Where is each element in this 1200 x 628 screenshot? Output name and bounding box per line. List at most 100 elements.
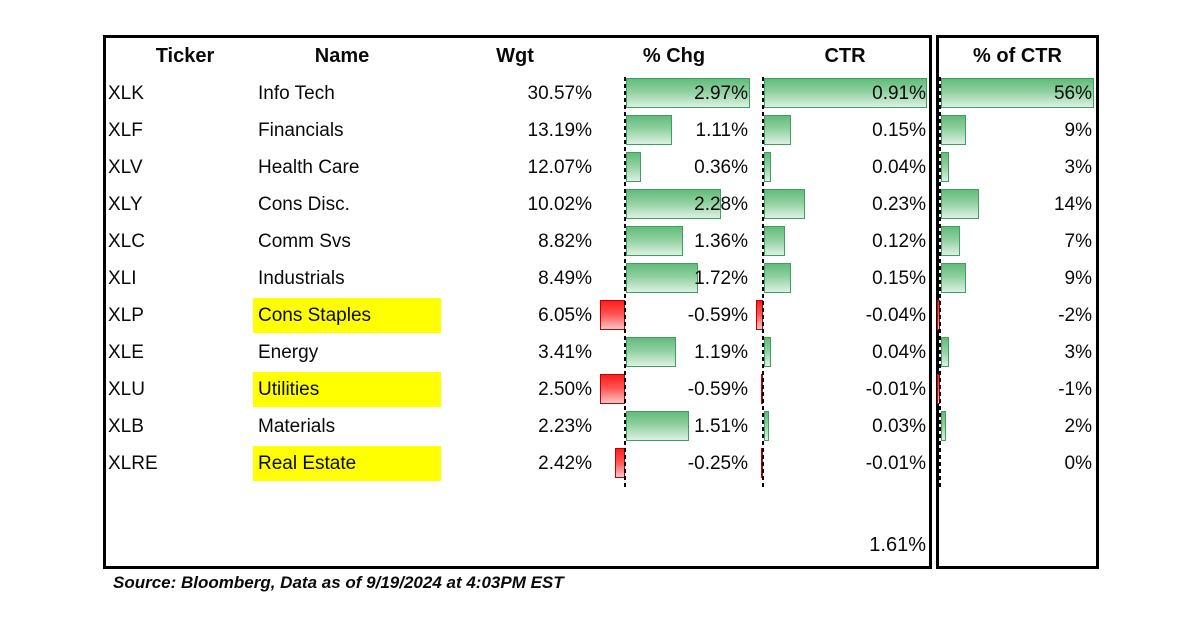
ctr-value-cell: 0.15%	[872, 268, 926, 289]
weight-cell: 8.82%	[538, 231, 592, 252]
sector-name-cell: Utilities	[253, 372, 441, 407]
chg-bar	[626, 411, 690, 441]
ticker-cell: XLI	[108, 268, 137, 289]
ctr-value-cell: 0.03%	[872, 416, 926, 437]
chg-bar	[626, 152, 642, 182]
ctr-value-cell: -0.01%	[865, 453, 926, 474]
header-name: Name	[314, 45, 370, 67]
ticker-cell: XLC	[108, 231, 145, 252]
pct-ctr-value-cell: 2%	[1064, 416, 1092, 437]
weight-cell: 10.02%	[527, 194, 592, 215]
chg-value-cell: 1.51%	[694, 416, 748, 437]
weight-cell: 13.19%	[527, 120, 592, 141]
ctr-value-cell: 0.91%	[872, 83, 926, 104]
chg-bar	[626, 78, 750, 108]
pct-ctr-value-cell: 56%	[1053, 83, 1092, 104]
weight-cell: 12.07%	[527, 157, 592, 178]
chg-bar	[626, 263, 698, 293]
sector-name-cell: Financials	[258, 120, 344, 141]
pct-bar	[941, 411, 947, 441]
ticker-cell: XLF	[108, 120, 143, 141]
ctr-value-cell: 0.23%	[872, 194, 926, 215]
pct-ctr-value-cell: 9%	[1064, 268, 1092, 289]
chg-zero-axis	[624, 77, 626, 488]
ticker-cell: XLB	[108, 416, 144, 437]
ctr-value-cell: 0.15%	[872, 120, 926, 141]
header-ticker: Ticker	[155, 45, 215, 67]
sector-name-cell: Health Care	[258, 157, 360, 178]
ctr-value-cell: 0.04%	[872, 157, 926, 178]
pct-ctr-value-cell: -1%	[1058, 379, 1092, 400]
chg-value-cell: 1.72%	[694, 268, 748, 289]
ticker-cell: XLV	[108, 157, 143, 178]
chg-value-cell: 1.36%	[694, 231, 748, 252]
chg-value-cell: 1.19%	[694, 342, 748, 363]
sector-name-cell: Industrials	[258, 268, 345, 289]
weight-cell: 8.49%	[538, 268, 592, 289]
header-pct-chg: % Chg	[642, 45, 706, 67]
chg-value-cell: 2.28%	[694, 194, 748, 215]
ticker-cell: XLY	[108, 194, 143, 215]
weight-cell: 6.05%	[538, 305, 592, 326]
chg-bar	[626, 226, 683, 256]
sector-name-cell: Info Tech	[258, 83, 335, 104]
pct-ctr-value-cell: -2%	[1058, 305, 1092, 326]
ctr-value-cell: 0.04%	[872, 342, 926, 363]
pct-ctr-value-cell: 14%	[1053, 194, 1092, 215]
ctr-bar	[764, 263, 791, 293]
chg-value-cell: 2.97%	[694, 83, 748, 104]
weight-cell: 2.42%	[538, 453, 592, 474]
ticker-cell: XLP	[108, 305, 144, 326]
sector-name-cell: Comm Svs	[258, 231, 351, 252]
weight-cell: 3.41%	[538, 342, 592, 363]
weight-cell: 30.57%	[527, 83, 592, 104]
ctr-value-cell: 0.12%	[872, 231, 926, 252]
ticker-cell: XLE	[108, 342, 144, 363]
chg-value-cell: 1.11%	[695, 120, 748, 141]
pct-of-ctr-zero-axis	[939, 77, 941, 488]
chg-value-cell: -0.59%	[687, 305, 748, 326]
header-ctr: CTR	[824, 45, 866, 67]
pct-bar	[941, 226, 961, 256]
chg-bar	[626, 337, 676, 367]
pct-ctr-value-cell: 0%	[1064, 453, 1092, 474]
main-table-box	[103, 35, 932, 569]
source-note: Source: Bloomberg, Data as of 9/19/2024 …	[113, 573, 564, 592]
header-wgt: Wgt	[496, 45, 534, 67]
ticker-cell: XLRE	[108, 453, 158, 474]
ctr-bar	[764, 78, 927, 108]
chg-value-cell: -0.25%	[687, 453, 748, 474]
ctr-bar	[764, 226, 786, 256]
ctr-bar	[764, 189, 806, 219]
chg-bar	[626, 115, 673, 145]
sector-name-cell: Materials	[258, 416, 336, 437]
weight-cell: 2.23%	[538, 416, 592, 437]
weight-cell: 2.50%	[538, 379, 592, 400]
ctr-bar	[764, 152, 772, 182]
ticker-cell: XLK	[108, 83, 144, 104]
chg-value-cell: -0.59%	[687, 379, 748, 400]
pct-bar	[941, 115, 966, 145]
ctr-value-cell: -0.01%	[865, 379, 926, 400]
pct-bar	[941, 152, 950, 182]
ctr-bar	[764, 115, 791, 145]
sector-name-cell: Cons Staples	[253, 298, 441, 333]
ctr-zero-axis	[762, 77, 764, 488]
pct-bar	[941, 263, 966, 293]
chg-bar	[626, 189, 722, 219]
ticker-cell: XLU	[108, 379, 145, 400]
sector-name-cell: Energy	[258, 342, 319, 363]
pct-bar	[941, 337, 950, 367]
pct-ctr-value-cell: 3%	[1064, 342, 1092, 363]
total-ctr-value: 1.61%	[869, 534, 926, 556]
sector-name-cell: Real Estate	[253, 446, 441, 481]
ctr-bar	[764, 337, 772, 367]
sector-name-cell: Cons Disc.	[258, 194, 350, 215]
pct-bar	[941, 189, 980, 219]
pct-ctr-value-cell: 9%	[1064, 120, 1092, 141]
pct-ctr-value-cell: 7%	[1064, 231, 1092, 252]
ctr-bar	[764, 411, 770, 441]
pct-ctr-value-cell: 3%	[1064, 157, 1092, 178]
